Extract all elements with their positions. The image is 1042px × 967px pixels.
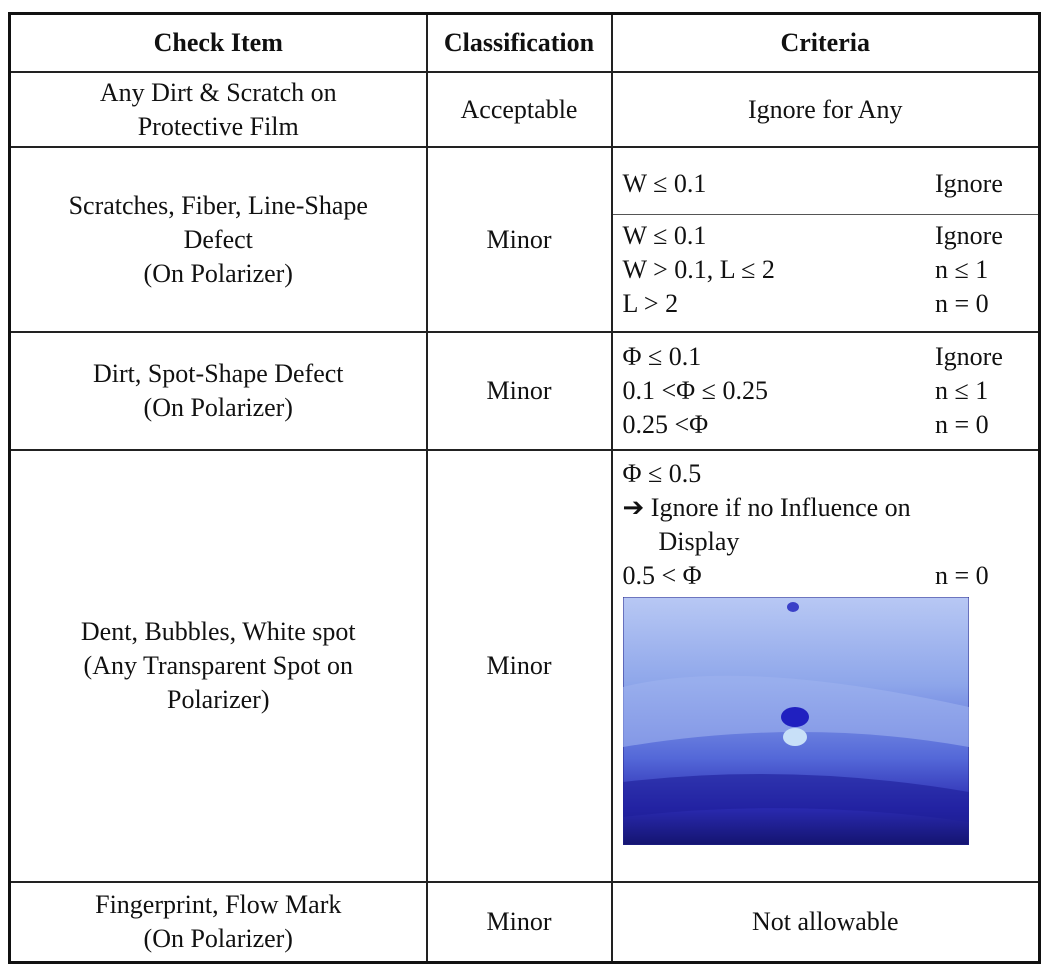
criteria-row: W ≤ 0.1 Ignore: [613, 219, 1039, 253]
header-cell: Check Item: [8, 12, 428, 73]
criteria-row: W ≤ 0.1 Ignore: [613, 167, 1039, 201]
item-line: Fingerprint, Flow Mark: [95, 889, 342, 919]
criteria-cell: Not allowable: [610, 881, 1041, 963]
criteria-cell: W ≤ 0.1 Ignore W ≤ 0.1 Ignore W > 0.1, L ≤…: [610, 146, 1041, 333]
item-line: Dirt, Spot-Shape Defect: [92, 359, 344, 388]
criteria-row: 0.5 < Φ n = 0: [613, 559, 1039, 593]
condition: 0.5 < Φ: [622, 561, 702, 590]
item-line: Scratches, Fiber, Line-Shape: [68, 190, 368, 220]
bubble: [780, 707, 809, 727]
item-cell: Dirt, Spot-Shape Defect (On Polarizer): [8, 331, 428, 451]
criteria-cell: Φ ≤ 0.5 ➔ Ignore if no Influence on Disp…: [610, 449, 1041, 883]
class-cell: Acceptable: [425, 71, 613, 148]
condition: 0.1 <Φ ≤ 0.25: [622, 376, 768, 405]
judgement: Ignore: [935, 169, 1003, 198]
item-line: (Any Transparent Spot on: [83, 651, 353, 680]
bubble: [782, 728, 807, 746]
item-cell: Any Dirt & Scratch on Protective Film: [8, 71, 428, 148]
header-cell: Criteria: [610, 12, 1041, 73]
judgement: Ignore: [935, 221, 1003, 250]
condition: 0.25 <Φ: [622, 410, 709, 439]
criteria-row: 0.25 <Φ n = 0: [613, 408, 1039, 442]
condition: W > 0.1, L ≤ 2: [622, 255, 775, 284]
condition: Φ ≤ 0.1: [622, 342, 702, 371]
judgement: n = 0: [935, 561, 989, 590]
item-line: Dent, Bubbles, White spot: [80, 617, 356, 646]
criteria-row: W > 0.1, L ≤ 2 n ≤ 1: [613, 253, 1039, 287]
criteria-row: Φ ≤ 0.1 Ignore: [613, 340, 1039, 374]
criteria-text: Display: [658, 527, 740, 556]
class-cell: Minor: [425, 449, 613, 883]
item-line: Protective Film: [137, 111, 299, 141]
criteria-row: L > 2 n = 0: [613, 287, 1039, 321]
item-cell: Fingerprint, Flow Mark (On Polarizer): [8, 881, 428, 963]
judgement: n ≤ 1: [935, 376, 989, 405]
class-cell: Minor: [425, 881, 613, 963]
criteria-cell: Φ ≤ 0.1 Ignore 0.1 <Φ ≤ 0.25 n ≤ 1 0.25 <Φ…: [610, 331, 1041, 451]
defect-photo: [622, 597, 969, 845]
photo-band: [622, 774, 969, 822]
criteria-block: W ≤ 0.1 Ignore: [613, 154, 1039, 214]
item-line: (On Polarizer): [143, 923, 293, 953]
header-cell: Classification: [425, 12, 613, 73]
condition: L > 2: [622, 289, 679, 318]
judgement: n = 0: [935, 289, 989, 318]
item-line: Defect: [183, 224, 253, 254]
criteria-text: Φ ≤ 0.5: [622, 459, 702, 488]
item-line: (On Polarizer): [143, 258, 293, 288]
criteria-block: W ≤ 0.1 Ignore W > 0.1, L ≤ 2 n ≤ 1 L > 2 n…: [612, 214, 1039, 325]
item-line: Any Dirt & Scratch on: [99, 77, 337, 107]
condition: W ≤ 0.1: [622, 221, 707, 250]
criteria-text: ➔ Ignore if no Influence on: [622, 493, 911, 522]
item-cell: Dent, Bubbles, White spot (Any Transparen…: [8, 449, 428, 883]
criteria-table: Check Item Classification Criteria Any D…: [8, 12, 1041, 964]
item-cell: Scratches, Fiber, Line-Shape Defect (On Po…: [8, 146, 428, 333]
judgement: n ≤ 1: [935, 255, 989, 284]
condition: W ≤ 0.1: [622, 169, 707, 198]
criteria-row: 0.1 <Φ ≤ 0.25 n ≤ 1: [613, 374, 1039, 408]
item-line: Polarizer): [166, 685, 270, 714]
class-cell: Minor: [425, 146, 613, 333]
bubble: [786, 602, 799, 612]
judgement: n = 0: [935, 410, 989, 439]
criteria-cell: Ignore for Any: [610, 71, 1041, 148]
judgement: Ignore: [935, 342, 1003, 371]
item-line: (On Polarizer): [143, 393, 293, 422]
class-cell: Minor: [425, 331, 613, 451]
